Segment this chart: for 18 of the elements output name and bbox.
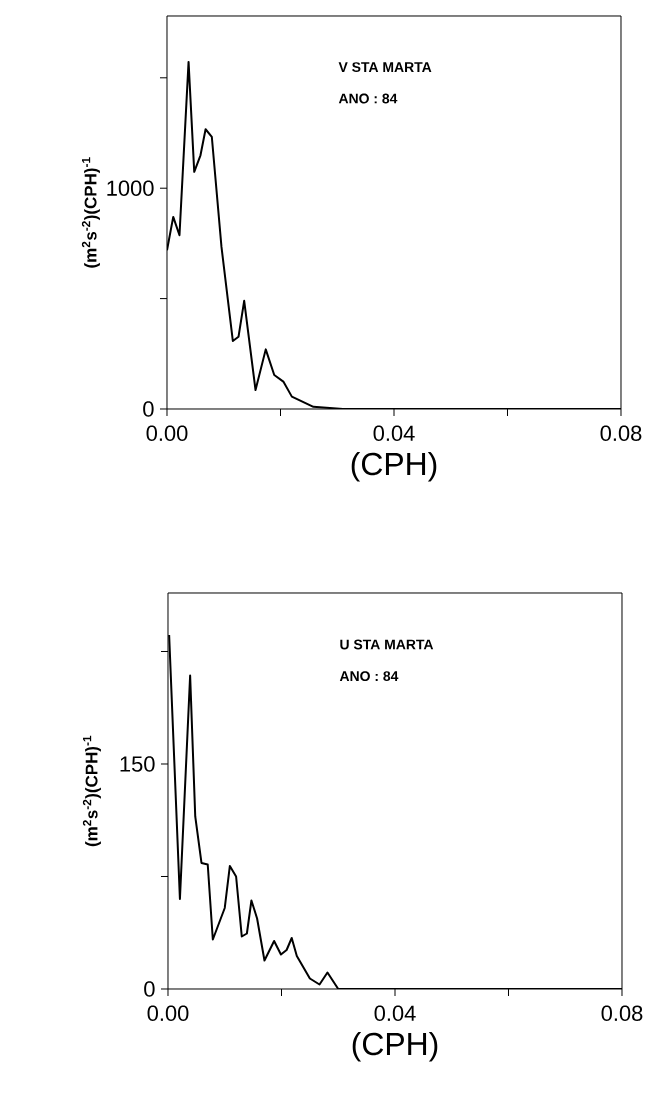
annotation: ANO : 84 [339, 671, 399, 682]
y-tick-label: 0 [144, 981, 155, 997]
annotation: ANO : 84 [338, 93, 398, 104]
annotation: U STA MARTA [340, 639, 434, 650]
x-axis-title: (CPH) [351, 451, 437, 482]
x-tick-label: 0.08 [600, 425, 642, 442]
x-tick-label: 0.04 [373, 425, 415, 442]
y-tick-label: 0 [143, 401, 154, 417]
x-tick-label: 0.00 [146, 425, 188, 442]
x-tick-label: 0.08 [601, 1005, 643, 1022]
x-axis-title: (CPH) [352, 1031, 438, 1062]
annotation: V STA MARTA [338, 62, 432, 73]
y-tick-label: 150 [120, 756, 155, 772]
y-tick-label: 1000 [107, 180, 154, 196]
x-tick-label: 0.00 [147, 1005, 189, 1022]
y-axis-title: (m$^{2}$s$^{-2}$)(CPH)$^{-1}$ [82, 735, 101, 847]
x-tick-label: 0.04 [374, 1005, 416, 1022]
y-axis-title: (m$^{2}$s$^{-2}$)(CPH)$^{-1}$ [81, 157, 100, 268]
